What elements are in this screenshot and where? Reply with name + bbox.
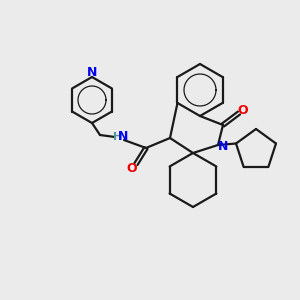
Text: O: O xyxy=(127,161,137,175)
Text: O: O xyxy=(238,103,248,116)
Text: N: N xyxy=(218,140,228,152)
Text: N: N xyxy=(118,130,128,143)
Text: H: H xyxy=(113,132,123,142)
Text: N: N xyxy=(87,65,97,79)
